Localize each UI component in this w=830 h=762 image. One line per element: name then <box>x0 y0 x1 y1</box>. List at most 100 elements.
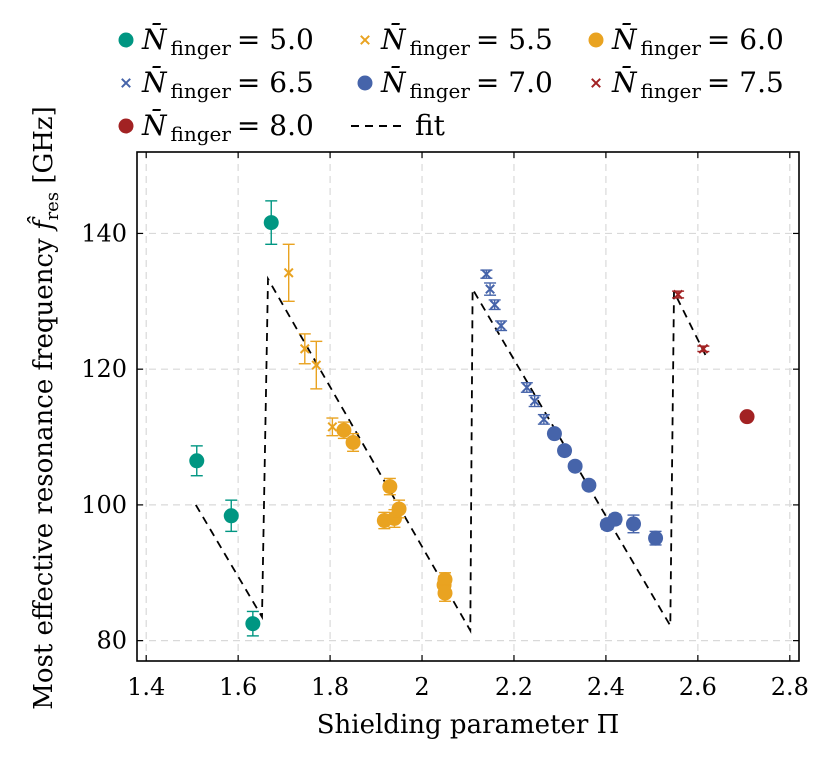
x-stroke <box>529 396 540 406</box>
data-point <box>521 382 532 393</box>
legend-item: N̄ finger = 5.0 <box>118 22 314 60</box>
legend-value: = 6.5 <box>237 66 314 99</box>
x-tick-label: 2.8 <box>771 673 809 701</box>
legend-subscript: finger <box>410 79 471 103</box>
legend-marker <box>357 75 373 91</box>
data-point <box>485 284 495 294</box>
data-point <box>437 585 453 601</box>
legend-item: N̄ finger = 5.5 <box>360 22 553 60</box>
x-tick-label: 1.8 <box>311 673 349 701</box>
data-point <box>481 269 492 280</box>
data-point <box>557 443 573 459</box>
legend-label: fit <box>415 109 446 142</box>
plot-frame <box>136 151 800 662</box>
legend-marker <box>588 32 604 48</box>
data-point <box>283 267 294 278</box>
data-point <box>529 396 540 406</box>
legend-value: = 7.5 <box>707 66 784 99</box>
legend-item: fit <box>351 109 446 142</box>
legend-symbol: N̄ <box>141 22 168 56</box>
x-stroke <box>481 269 492 280</box>
x-stroke <box>489 299 500 310</box>
data-point <box>698 343 709 354</box>
legend-value: = 5.0 <box>237 23 314 56</box>
legend-label: N̄ finger = 5.0 <box>141 22 314 60</box>
y-tick-label: 100 <box>81 491 127 519</box>
data-point <box>299 343 310 354</box>
data-point <box>327 421 338 432</box>
x-tick-label: 1.4 <box>127 673 165 701</box>
ticks-layer: 1.4 1.6 1.8 2 2.2 2.4 2.6 2.8 80 100 120 140 <box>81 152 809 701</box>
legend-subscript: finger <box>171 122 232 146</box>
fit-layer <box>195 275 707 634</box>
data-point <box>546 426 562 442</box>
y-tick-label: 120 <box>81 355 127 383</box>
series-2 <box>336 421 453 602</box>
x-stroke <box>283 267 294 278</box>
x-tick-label: 2.4 <box>587 673 625 701</box>
legend-item: N̄ finger = 7.5 <box>591 65 784 103</box>
series-6 <box>739 409 755 425</box>
fit-line <box>195 275 707 634</box>
series-4 <box>546 426 664 546</box>
y-axis-title-sub: res <box>42 192 63 221</box>
legend-value: = 5.5 <box>476 23 553 56</box>
x-stroke <box>311 360 322 371</box>
data-point <box>382 479 398 495</box>
legend-item: N̄ finger = 7.0 <box>357 65 553 103</box>
x-tick-label: 2 <box>414 673 429 701</box>
data-point <box>263 215 279 231</box>
legend-marker <box>118 32 134 48</box>
x-stroke <box>521 382 532 393</box>
legend-item: N̄ finger = 8.0 <box>118 108 314 146</box>
data-point <box>245 616 261 632</box>
data-point <box>437 572 453 588</box>
legend: N̄ finger = 5.0 N̄ finger = 5.5 N̄ finger = 6.0N… <box>118 22 784 146</box>
data-point <box>311 360 322 371</box>
legend-label: N̄ finger = 6.5 <box>141 65 314 103</box>
x-stroke <box>360 35 370 45</box>
legend-item: N̄ finger = 6.0 <box>588 22 784 60</box>
legend-value: = 8.0 <box>237 109 314 142</box>
grid-layer <box>137 152 799 661</box>
legend-symbol: N̄ <box>611 22 638 56</box>
legend-value: = 7.0 <box>476 66 553 99</box>
series-1 <box>282 243 339 437</box>
x-stroke <box>538 414 549 425</box>
legend-marker <box>360 35 370 45</box>
legend-subscript: finger <box>171 79 232 103</box>
legend-marker <box>118 118 134 134</box>
legend-symbol: N̄ <box>380 65 407 99</box>
y-tick-label: 140 <box>81 219 127 247</box>
data-point <box>626 516 641 532</box>
x-tick-label: 2.6 <box>679 673 717 701</box>
legend-item: N̄ finger = 6.5 <box>121 65 314 103</box>
data-point <box>581 477 597 493</box>
x-axis-title: Shielding parameter Π <box>317 710 620 740</box>
data-point <box>673 289 684 300</box>
legend-subscript: finger <box>641 36 702 60</box>
legend-marker <box>121 78 131 88</box>
series-3 <box>480 269 550 425</box>
data-point <box>391 501 407 517</box>
legend-label: N̄ finger = 7.0 <box>380 65 553 103</box>
x-stroke <box>496 320 507 331</box>
legend-subscript: finger <box>641 79 702 103</box>
x-stroke <box>327 421 338 432</box>
x-stroke <box>485 284 495 294</box>
y-tick-label: 80 <box>96 627 127 655</box>
data-point <box>496 320 507 331</box>
x-stroke <box>698 343 709 354</box>
x-stroke <box>673 289 684 300</box>
points-layer <box>189 200 755 637</box>
x-stroke <box>121 78 131 88</box>
legend-symbol: N̄ <box>141 108 168 142</box>
legend-label: N̄ finger = 5.5 <box>380 22 553 60</box>
legend-label: N̄ finger = 6.0 <box>611 22 784 60</box>
y-axis-title: Most effective resonance frequency f̂res… <box>27 106 63 710</box>
x-tick-label: 2.2 <box>495 673 533 701</box>
data-point <box>538 414 549 425</box>
legend-symbol: N̄ <box>141 65 168 99</box>
x-tick-label: 1.6 <box>219 673 257 701</box>
